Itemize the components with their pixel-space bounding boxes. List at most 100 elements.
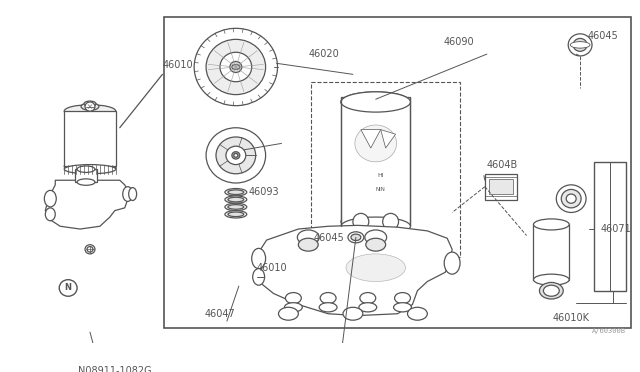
Circle shape	[194, 28, 278, 106]
Bar	[64, 111, 116, 166]
Text: N: N	[65, 283, 72, 292]
Ellipse shape	[84, 101, 96, 107]
Ellipse shape	[232, 65, 240, 69]
Polygon shape	[381, 129, 396, 148]
Ellipse shape	[348, 232, 364, 243]
Ellipse shape	[77, 179, 95, 185]
Ellipse shape	[228, 205, 244, 209]
Circle shape	[566, 194, 576, 203]
Ellipse shape	[225, 203, 247, 211]
Bar	[75, 169, 97, 182]
Circle shape	[568, 34, 592, 56]
Bar	[164, 17, 630, 328]
Ellipse shape	[252, 248, 266, 269]
Ellipse shape	[538, 223, 564, 230]
Circle shape	[556, 185, 586, 212]
Text: N08911-1082G: N08911-1082G	[78, 366, 152, 372]
Ellipse shape	[534, 219, 569, 230]
Ellipse shape	[298, 238, 318, 251]
Circle shape	[577, 42, 583, 48]
Ellipse shape	[383, 214, 399, 230]
Circle shape	[220, 52, 252, 82]
Ellipse shape	[87, 247, 93, 252]
Text: 46090: 46090	[444, 37, 474, 47]
Ellipse shape	[85, 245, 95, 254]
Text: 46045: 46045	[313, 233, 344, 243]
Circle shape	[573, 38, 587, 51]
Ellipse shape	[351, 234, 361, 241]
Ellipse shape	[355, 125, 397, 162]
Ellipse shape	[285, 292, 301, 304]
Text: 46010: 46010	[257, 263, 287, 273]
Ellipse shape	[365, 230, 387, 245]
Ellipse shape	[359, 303, 377, 312]
Bar	[534, 224, 569, 280]
Circle shape	[234, 154, 238, 157]
Ellipse shape	[341, 212, 410, 232]
Circle shape	[561, 189, 581, 208]
Ellipse shape	[284, 303, 302, 312]
Text: 46010K: 46010K	[553, 313, 589, 323]
Ellipse shape	[570, 42, 590, 48]
Text: HI: HI	[378, 173, 384, 178]
Ellipse shape	[81, 103, 99, 110]
Circle shape	[206, 39, 266, 94]
Ellipse shape	[341, 92, 410, 112]
Ellipse shape	[228, 212, 244, 217]
Ellipse shape	[394, 303, 412, 312]
Ellipse shape	[444, 252, 460, 274]
Ellipse shape	[540, 282, 563, 299]
Circle shape	[230, 61, 242, 73]
Ellipse shape	[366, 238, 386, 251]
Text: 46047: 46047	[204, 309, 235, 319]
Bar	[485, 174, 516, 199]
Ellipse shape	[123, 187, 132, 201]
Ellipse shape	[253, 269, 264, 285]
Ellipse shape	[64, 160, 116, 173]
Ellipse shape	[346, 254, 406, 282]
Ellipse shape	[360, 292, 376, 304]
Ellipse shape	[77, 166, 95, 172]
Ellipse shape	[44, 190, 56, 207]
Circle shape	[206, 128, 266, 183]
Ellipse shape	[225, 211, 247, 218]
Ellipse shape	[341, 92, 410, 112]
Ellipse shape	[343, 307, 363, 320]
Text: 46010: 46010	[163, 60, 193, 70]
Ellipse shape	[225, 189, 247, 196]
Polygon shape	[257, 225, 452, 315]
Ellipse shape	[298, 230, 319, 245]
Ellipse shape	[228, 197, 244, 202]
Circle shape	[226, 146, 246, 164]
Text: A/60300B: A/60300B	[592, 328, 626, 334]
Text: 46045: 46045	[588, 31, 619, 41]
Bar	[489, 179, 513, 194]
Ellipse shape	[353, 214, 369, 230]
Polygon shape	[45, 180, 130, 229]
Ellipse shape	[319, 303, 337, 312]
Ellipse shape	[278, 307, 298, 320]
Text: 4604B: 4604B	[487, 160, 518, 170]
Ellipse shape	[320, 292, 336, 304]
Circle shape	[232, 152, 240, 159]
Ellipse shape	[228, 190, 244, 195]
Text: NIN: NIN	[376, 187, 386, 192]
Ellipse shape	[45, 208, 55, 221]
Text: 46071: 46071	[601, 224, 632, 234]
Ellipse shape	[395, 292, 410, 304]
Bar	[341, 97, 410, 226]
Ellipse shape	[64, 105, 116, 118]
Bar	[311, 82, 460, 257]
Ellipse shape	[64, 164, 116, 174]
Ellipse shape	[408, 307, 428, 320]
Circle shape	[60, 280, 77, 296]
Ellipse shape	[341, 217, 410, 235]
Text: 46020: 46020	[308, 49, 339, 59]
Ellipse shape	[225, 196, 247, 203]
Ellipse shape	[543, 285, 559, 296]
Circle shape	[216, 137, 256, 174]
Bar	[594, 162, 626, 291]
Text: 46093: 46093	[249, 187, 280, 197]
Ellipse shape	[534, 274, 569, 285]
Polygon shape	[361, 129, 381, 148]
